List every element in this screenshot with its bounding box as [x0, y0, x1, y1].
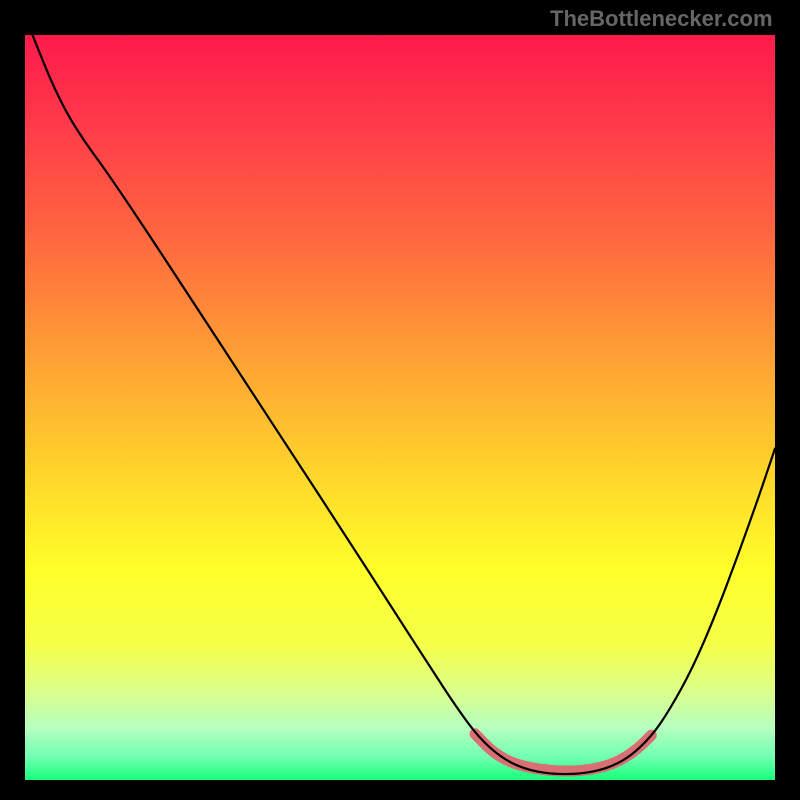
plot-area: [25, 35, 775, 780]
chart-svg: [25, 35, 775, 780]
gradient-background: [25, 35, 775, 780]
watermark-label: TheBottlenecker.com: [550, 6, 773, 32]
